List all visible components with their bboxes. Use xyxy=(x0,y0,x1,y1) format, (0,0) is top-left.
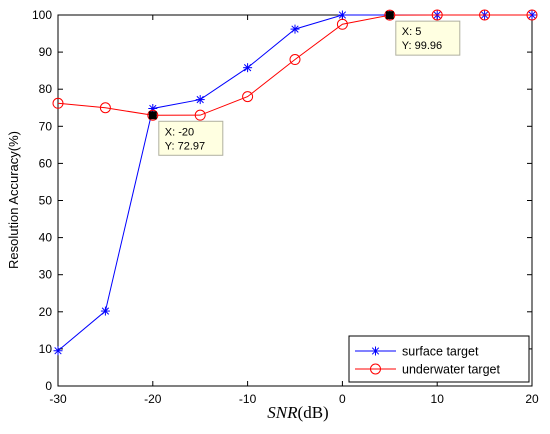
datatip: X: -20 Y: 72.97 xyxy=(148,111,224,156)
x-tick-label: 20 xyxy=(525,392,539,406)
y-tick-label: 40 xyxy=(39,231,53,245)
legend-box xyxy=(348,335,530,383)
data-point xyxy=(337,10,347,20)
y-tick-label: 20 xyxy=(39,305,53,319)
data-point xyxy=(242,91,254,103)
marker-stroke xyxy=(371,347,380,355)
data-point xyxy=(526,9,538,21)
datatip-x: X: 5 xyxy=(402,26,422,38)
y-tick-label: 50 xyxy=(39,194,53,208)
legend: surface target underwater target xyxy=(348,335,530,383)
data-point xyxy=(336,18,348,30)
data-point xyxy=(53,346,63,356)
x-tick-label: 0 xyxy=(339,392,346,406)
data-point xyxy=(384,9,396,21)
x-axis-label: SNR(dB) xyxy=(267,403,328,422)
datatip-box xyxy=(158,120,224,156)
marker-stroke xyxy=(243,64,252,72)
datatip: X: 5 Y: 99.96 xyxy=(385,11,461,56)
datatip-box xyxy=(395,20,461,56)
data-point xyxy=(479,9,491,21)
marker-stroke xyxy=(291,25,299,33)
x-tick-label: 10 xyxy=(431,392,445,406)
legend-entry: surface target xyxy=(355,345,479,359)
data-point xyxy=(243,63,253,73)
y-tick-label: 90 xyxy=(39,45,53,59)
marker-stroke xyxy=(338,11,347,19)
y-axis-label: Resolution Accuracy(%) xyxy=(6,131,21,269)
data-point xyxy=(100,306,110,316)
datatip-x: X: -20 xyxy=(165,126,194,138)
series-underwater-target xyxy=(52,9,538,121)
x-tick-label: -30 xyxy=(49,392,67,406)
legend-entry: underwater target xyxy=(355,363,501,377)
y-tick-label: 80 xyxy=(39,82,53,96)
data-point xyxy=(195,95,205,105)
marker-stroke xyxy=(101,307,110,315)
legend-marker xyxy=(371,346,380,356)
data-point xyxy=(290,24,300,34)
legend-items: surface target underwater target xyxy=(355,345,501,377)
datatip-marker xyxy=(148,111,157,120)
legend-label: underwater target xyxy=(402,363,501,377)
datatip-y: Y: 99.96 xyxy=(402,40,442,52)
x-tick-label: -20 xyxy=(144,392,162,406)
data-point xyxy=(99,102,111,114)
y-tick-label: 100 xyxy=(32,8,52,22)
datatip-y: Y: 72.97 xyxy=(165,140,205,152)
data-point xyxy=(289,54,301,66)
data-point xyxy=(147,109,159,121)
series-line xyxy=(57,14,532,116)
data-point xyxy=(431,9,443,21)
x-axis-label-unit: (dB) xyxy=(298,403,329,422)
y-tick-label: 60 xyxy=(39,156,53,170)
data-point xyxy=(52,97,64,109)
data-point xyxy=(194,109,206,121)
datatips: X: -20 Y: 72.97 X: 5 Y: 99.96 xyxy=(148,11,461,156)
plot-area xyxy=(57,14,533,387)
legend-marker xyxy=(370,363,381,375)
x-tick-label: -10 xyxy=(239,392,257,406)
y-tick-label: 70 xyxy=(39,119,53,133)
marker-stroke xyxy=(54,347,62,355)
y-tick-label: 10 xyxy=(39,342,53,356)
marker-stroke xyxy=(196,95,204,104)
x-axis-label-var: SNR xyxy=(267,403,298,422)
y-tick-label: 30 xyxy=(39,268,53,282)
y-tick-label: 0 xyxy=(45,379,52,393)
series-layer xyxy=(52,9,538,356)
datatip-marker xyxy=(385,11,394,20)
legend-label: surface target xyxy=(402,345,479,359)
